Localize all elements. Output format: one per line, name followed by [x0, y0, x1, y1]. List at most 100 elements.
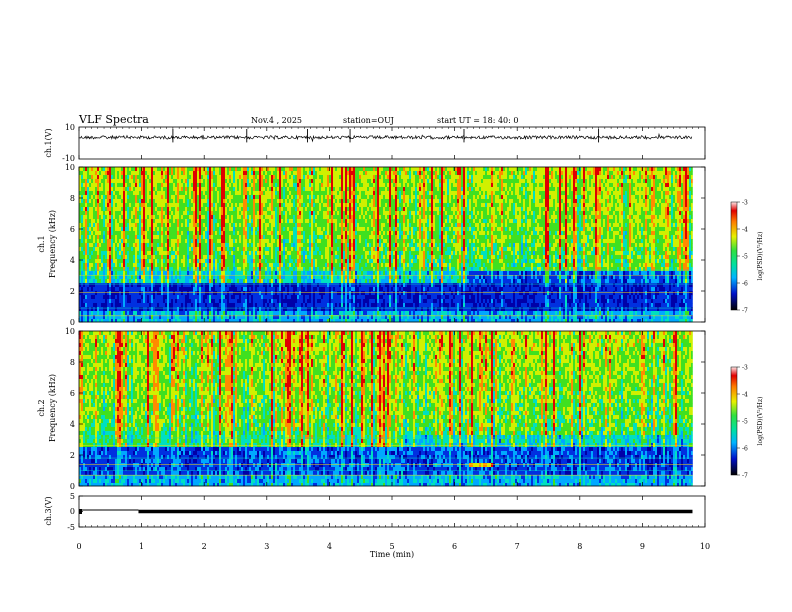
spectrogram-cell [643, 223, 646, 228]
spectrogram-cell [141, 223, 144, 228]
spectrogram-cell [567, 223, 574, 228]
spectrogram-cell [259, 231, 262, 236]
spectrogram-cell [167, 219, 170, 224]
spectrogram-cell [465, 187, 468, 192]
spectrogram-cell [483, 191, 486, 196]
spectrogram-cell [249, 175, 254, 180]
spectrogram-cell [145, 239, 150, 244]
spectrogram-cell [117, 175, 120, 180]
spectrogram-cell [601, 167, 604, 172]
spectrogram-cell [349, 203, 352, 208]
spectrogram-cell [621, 239, 624, 244]
spectrogram-cell [207, 195, 210, 200]
spectrogram-cell [167, 179, 170, 184]
spectrogram-cell [85, 243, 88, 248]
spectrogram-cell [209, 211, 212, 216]
spectrogram-cell [323, 179, 328, 184]
spectrogram-cell [555, 219, 558, 224]
spectrogram-cell [197, 167, 200, 172]
spectrogram-cell [369, 235, 376, 240]
spectrogram-cell [89, 247, 94, 252]
spectrogram-cell [199, 227, 202, 232]
spectrogram-cell [151, 239, 154, 244]
spectrogram-cell [527, 231, 532, 236]
spectrogram-cell [321, 207, 328, 212]
spectrogram-cell [499, 195, 502, 200]
spectrogram-cell [495, 207, 498, 212]
spectrogram-cell [253, 207, 256, 212]
spectrogram-cell [573, 211, 576, 216]
spectrogram-cell [691, 239, 693, 244]
spectrogram-cell [629, 243, 632, 248]
spectrogram-cell [419, 187, 422, 192]
spectrogram-cell [397, 171, 400, 176]
spectrogram-cell [271, 255, 274, 260]
spectrogram-cell [263, 255, 266, 260]
spectrogram-cell [573, 239, 578, 244]
spectrogram-cell [301, 195, 304, 200]
spectrogram-cell [179, 239, 182, 244]
spectrogram-cell [213, 239, 218, 244]
spectrogram-cell [555, 187, 558, 192]
spectrogram-cell [367, 179, 372, 184]
spectrogram-cell [343, 211, 346, 216]
spectrogram-cell [663, 187, 670, 192]
spectrogram-cell [507, 183, 512, 188]
spectrogram-cell [495, 195, 500, 200]
spectrogram-cell [497, 235, 502, 240]
spectrogram-cell [213, 179, 218, 184]
spectrogram-cell [439, 247, 442, 252]
spectrogram-cell [391, 207, 396, 212]
spectrogram-cell [639, 227, 642, 232]
spectrogram-cell [249, 235, 254, 240]
spectrogram-cell [307, 195, 310, 200]
spectrogram-cell [97, 243, 100, 248]
spectrogram-cell [567, 251, 570, 256]
spectrogram-cell [631, 183, 636, 188]
spectrogram-cell [427, 255, 432, 260]
spectrogram-cell [313, 175, 318, 180]
spectrogram-cell [217, 191, 220, 196]
spectrogram-cell [433, 175, 436, 180]
spectrogram-cell [659, 215, 666, 220]
spectrogram-cell [419, 251, 424, 256]
spectrogram-cell [509, 199, 514, 204]
spectrogram-cell [671, 219, 678, 224]
spectrogram-cell [561, 183, 564, 188]
spectrogram-cell [675, 195, 678, 200]
spectrogram-cell [435, 243, 438, 248]
spectrogram-cell [179, 243, 188, 248]
spectrogram-cell [385, 243, 388, 248]
spectrogram-cell [593, 167, 596, 172]
spectrogram-cell [615, 211, 620, 216]
spectrogram-cell [531, 207, 540, 212]
spectrogram-cell [557, 251, 560, 256]
spectrogram-cell [113, 175, 116, 180]
spectrogram-cell [565, 187, 568, 192]
spectrogram-cell [567, 231, 572, 236]
spectrogram-cell [117, 235, 122, 240]
spectrogram-cell [261, 247, 264, 252]
spectrogram-cell [315, 167, 320, 172]
spectrogram-cell [461, 219, 464, 224]
spectrogram-cell [93, 203, 96, 208]
spectrogram-cell [665, 207, 668, 212]
spectrogram-cell [543, 211, 546, 216]
spectrogram-cell [455, 251, 458, 256]
spectrogram-cell [183, 171, 186, 176]
spectrogram-cell [343, 195, 346, 200]
spectrogram-cell [581, 223, 584, 228]
ch1-waveform-trace [78, 132, 693, 143]
spectrogram-cell [593, 231, 596, 236]
spectrogram-cell [601, 211, 604, 216]
spectrogram-cell [623, 211, 626, 216]
spectrogram-cell [525, 243, 528, 248]
spectrogram-cell [535, 251, 544, 256]
spectrogram-cell [431, 219, 434, 224]
spectrogram-cell [133, 179, 136, 184]
spectrogram-cell [253, 167, 256, 172]
spectrogram-cell [251, 223, 254, 228]
spectrogram-cell [643, 231, 648, 236]
spectrogram-cell [383, 247, 386, 252]
spectrogram-cell [431, 211, 434, 216]
